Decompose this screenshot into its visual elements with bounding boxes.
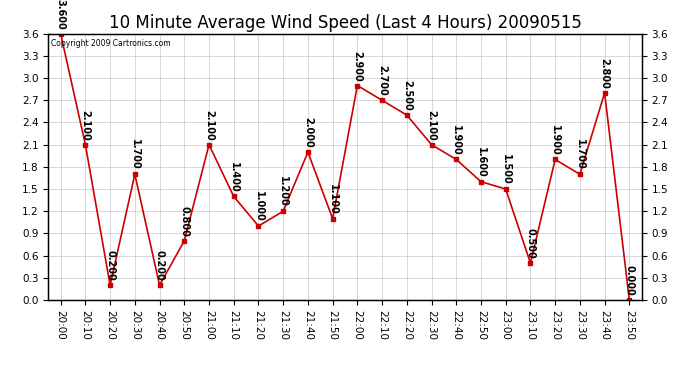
Text: 1.600: 1.600 [476, 147, 486, 177]
Text: 0.800: 0.800 [179, 206, 189, 237]
Text: 2.100: 2.100 [426, 110, 437, 141]
Text: 1.400: 1.400 [229, 162, 239, 192]
Text: 2.000: 2.000 [303, 117, 313, 148]
Text: 1.100: 1.100 [328, 184, 337, 214]
Text: 1.200: 1.200 [278, 176, 288, 207]
Text: 0.500: 0.500 [526, 228, 535, 259]
Text: 0.000: 0.000 [624, 265, 634, 296]
Text: 2.100: 2.100 [204, 110, 214, 141]
Title: 10 Minute Average Wind Speed (Last 4 Hours) 20090515: 10 Minute Average Wind Speed (Last 4 Hou… [108, 14, 582, 32]
Text: 2.900: 2.900 [353, 51, 362, 81]
Text: 1.900: 1.900 [451, 124, 461, 155]
Text: 1.700: 1.700 [130, 140, 140, 170]
Text: 2.800: 2.800 [600, 58, 609, 89]
Text: 1.700: 1.700 [575, 140, 585, 170]
Text: 2.500: 2.500 [402, 80, 412, 111]
Text: 0.200: 0.200 [105, 250, 115, 281]
Text: 2.100: 2.100 [81, 110, 90, 141]
Text: 0.200: 0.200 [155, 250, 164, 281]
Text: Copyright 2009 Cartronics.com: Copyright 2009 Cartronics.com [51, 39, 171, 48]
Text: 1.000: 1.000 [253, 191, 264, 222]
Text: 3.600: 3.600 [56, 0, 66, 30]
Text: 1.500: 1.500 [501, 154, 511, 185]
Text: 1.900: 1.900 [550, 124, 560, 155]
Text: 2.700: 2.700 [377, 65, 387, 96]
